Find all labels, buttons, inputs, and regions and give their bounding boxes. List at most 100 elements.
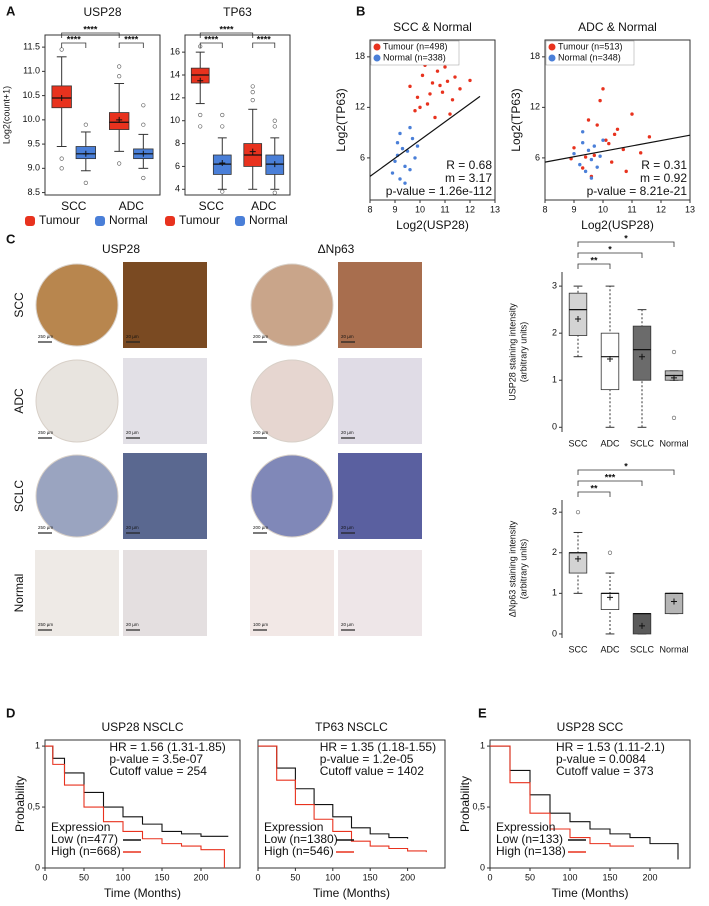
y-axis-label: Log2(TP63) [334,88,348,151]
chart-title: TP63 NSCLC [315,720,388,734]
panel-label: B [356,3,365,18]
outlier [83,180,88,185]
outlier [141,175,146,181]
panel-label: A [6,3,16,18]
plot-frame [184,34,291,196]
scale-bar-label: 250 µm [38,430,53,435]
legend-label: Low (n=133) [496,832,563,846]
mean-marker [140,150,147,157]
x-tick-label: 11 [627,204,636,214]
point [428,92,432,96]
x-tick-label: 200 [642,872,657,882]
stat-label: m = 0.92 [640,171,687,185]
stat-label: R = 0.68 [446,158,492,172]
x-axis-label: Log2(USP28) [581,218,654,232]
point [572,151,576,156]
legend-swatch [165,216,175,226]
x-tick-label: 0 [255,872,260,882]
micrograph [123,262,207,348]
legend-title: Expression [496,820,555,834]
x-tick-label: 9 [571,204,576,214]
plot-frame [489,739,691,869]
y-tick-label: 11.0 [23,66,40,76]
point [589,176,594,180]
point [581,166,585,170]
x-tick-label: SCC [199,199,225,213]
scale-bar-label: 200 µm [253,334,268,339]
mean-marker [82,150,89,157]
point [612,132,617,137]
y-tick-label: 9.0 [27,163,40,173]
legend-title: Expression [51,820,110,834]
scale-bar-label: 200 µm [253,525,268,530]
stat-label: HR = 1.35 (1.18-1.55) [320,740,436,754]
x-tick-label: 10 [415,204,425,214]
outlier [671,349,677,355]
significance-label: * [608,244,612,254]
significance-bracket [577,263,611,269]
x-tick-label: ADC [251,199,277,213]
tissue-core [35,359,119,443]
point [586,118,591,122]
mean-marker [639,353,645,360]
x-tick-label: 150 [154,872,169,882]
point [586,148,591,153]
outlier [117,64,122,69]
scale-bar-label: 20 µm [126,525,139,530]
tissue-core [35,263,119,347]
point [624,169,628,174]
y-axis-label: Probability [458,776,472,832]
point [410,136,415,141]
point [458,87,462,91]
scale-bar-label: 100 µm [253,622,268,627]
micrograph [123,550,207,636]
significance-bracket [577,241,675,247]
y-tick-label: 0 [552,628,557,638]
legend-label: High (n=138) [496,844,566,858]
y-tick-label: 10.0 [22,114,40,124]
legend-label: Normal [109,213,148,227]
fit-line [544,134,691,163]
y-tick-label: 18 [530,51,540,61]
stat-label: p-value = 1.26e-112 [386,184,493,198]
x-tick-label: 50 [79,872,89,882]
legend-swatch [548,54,556,62]
significance-label: ** [590,483,598,493]
micrograph [338,550,422,636]
legend-label: Tumour (n=513) [558,41,622,51]
stat-label: p-value = 3.5e-07 [109,752,203,766]
mean-marker [575,555,581,562]
y-axis-label: ΔNp63 staining intensity [507,520,517,617]
legend-label: Low (n=1380) [264,832,338,846]
point [578,162,582,167]
legend-box [545,40,635,66]
x-tick-label: SCC [568,438,588,448]
point [438,83,442,88]
mean-marker [671,374,677,381]
chart-title: TP63 [223,5,252,19]
outlier [83,122,88,127]
stat-label: Cutoff value = 373 [556,764,654,778]
point [581,130,585,134]
point [433,115,437,120]
significance-label: *** [605,472,616,482]
survival-curve [258,745,427,853]
x-tick-label: 0 [42,872,47,882]
y-tick-label: 0,5 [27,801,40,811]
x-axis-label: Time (Months) [313,886,390,900]
y-tick-label: 6 [175,161,180,171]
outlier [272,124,277,129]
scale-bar-label: 20 µm [126,622,139,627]
row-label: SCLC [12,480,26,512]
y-tick-label: 2 [552,547,557,557]
mean-marker [116,116,123,123]
x-tick-label: 100 [115,872,130,882]
point [581,141,585,145]
y-axis-label: Log2(count+1) [1,86,11,144]
x-tick-label: ADC [600,644,620,654]
point [408,125,412,130]
scale-bar-label: 250 µm [38,525,53,530]
y-tick-label: 6 [535,152,540,162]
outlier [220,112,225,118]
point [415,144,420,148]
